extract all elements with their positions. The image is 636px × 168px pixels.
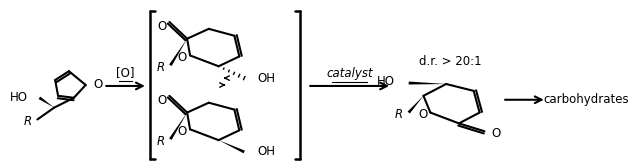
Text: OH: OH	[257, 145, 275, 158]
Text: O: O	[492, 127, 501, 140]
Polygon shape	[169, 113, 187, 140]
Text: catalyst: catalyst	[326, 67, 373, 80]
Text: HO: HO	[377, 75, 395, 88]
Text: d.r. > 20:1: d.r. > 20:1	[418, 55, 481, 68]
Text: O: O	[418, 108, 427, 121]
Text: O: O	[93, 78, 103, 92]
Polygon shape	[409, 81, 446, 85]
Polygon shape	[219, 140, 245, 153]
Polygon shape	[408, 96, 424, 114]
Polygon shape	[39, 97, 54, 108]
Text: O: O	[178, 125, 187, 138]
Text: O: O	[158, 94, 167, 107]
Text: carbohydrates: carbohydrates	[543, 93, 629, 106]
Text: R: R	[395, 108, 403, 121]
Text: R: R	[24, 115, 32, 128]
Text: R: R	[156, 135, 165, 148]
Text: R: R	[156, 61, 165, 74]
Text: [O]: [O]	[116, 66, 135, 79]
Text: OH: OH	[257, 72, 275, 85]
Polygon shape	[169, 39, 187, 66]
Text: O: O	[158, 20, 167, 33]
Text: HO: HO	[10, 91, 27, 104]
Text: O: O	[178, 51, 187, 64]
